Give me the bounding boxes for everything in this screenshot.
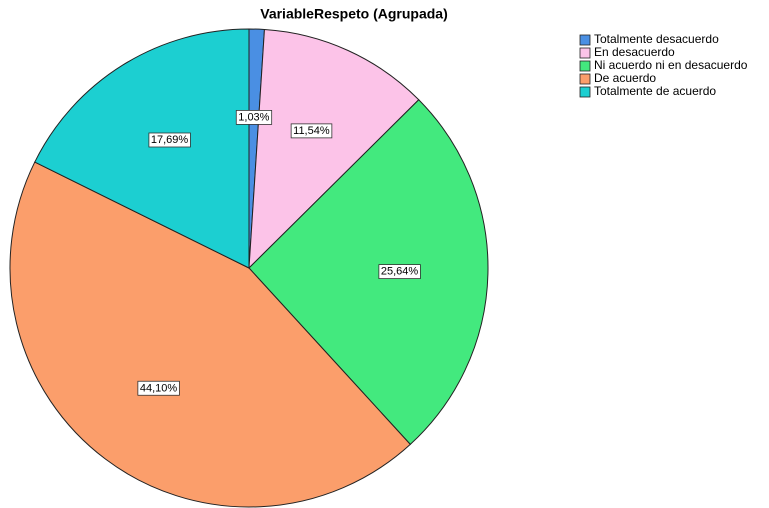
value-label-box — [290, 123, 333, 139]
pie-slice — [34, 28, 250, 269]
legend-swatch — [579, 34, 591, 46]
legend-swatch — [579, 47, 591, 59]
legend-label: En desacuerdo — [594, 45, 675, 59]
value-label: 11,54% — [293, 125, 330, 137]
legend-label: De acuerdo — [594, 71, 656, 85]
legend-label: Totalmente de acuerdo — [594, 84, 716, 98]
chart-title: VariableRespeto (Agrupada) — [260, 6, 448, 22]
value-label-box — [137, 380, 180, 396]
value-label: 17,69% — [151, 134, 189, 146]
legend-swatch — [579, 86, 591, 98]
value-label: 1,03% — [238, 111, 269, 123]
legend-swatch — [579, 73, 591, 85]
legend-label: Ni acuerdo ni en desacuerdo — [594, 58, 748, 72]
value-label-box — [148, 132, 191, 148]
value-label: 44,10% — [140, 382, 178, 394]
legend-label: Totalmente desacuerdo — [594, 32, 719, 46]
pie-slice — [248, 28, 420, 270]
legend-swatch — [579, 60, 591, 72]
value-label-box — [378, 264, 421, 279]
value-label-box — [235, 110, 273, 125]
pie-slice — [9, 161, 412, 508]
value-label: 25,64% — [381, 266, 419, 278]
pie-slice — [248, 99, 489, 446]
